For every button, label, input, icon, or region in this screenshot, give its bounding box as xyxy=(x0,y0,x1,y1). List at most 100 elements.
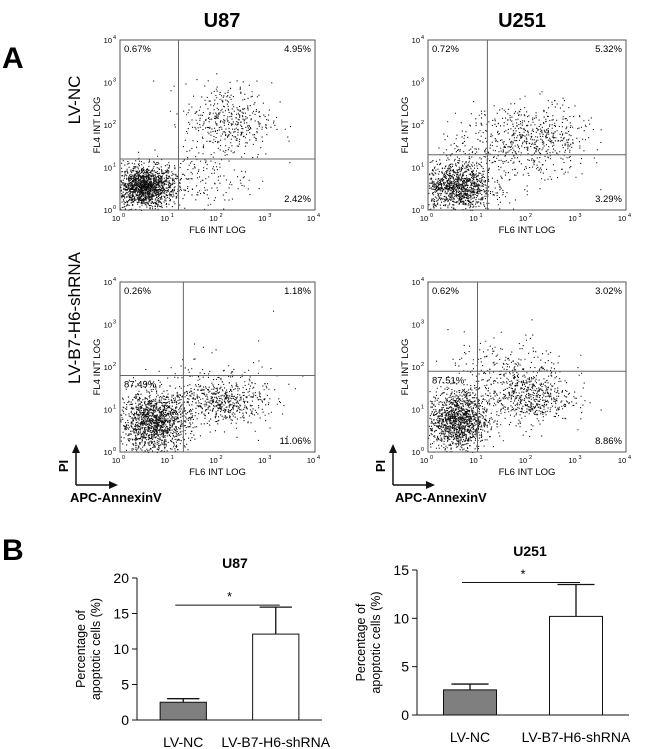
pi-arrow-head xyxy=(389,444,397,453)
annexin-arrow-head xyxy=(109,481,118,489)
y-tick-exponent: 3 xyxy=(421,320,424,326)
quadrant-lower-left: 90.67% xyxy=(432,182,465,193)
x-tick-label: 10 xyxy=(209,456,217,465)
annexin-label: APC-AnnexinV xyxy=(70,490,162,505)
x-tick-exponent: 1 xyxy=(171,455,174,461)
quadrant-upper-right: 1.18% xyxy=(284,286,311,297)
y-tick-label: 5 xyxy=(401,659,409,675)
quadrant-lower-right: 8.86% xyxy=(595,436,622,447)
bar-lv-b7-h6-shrna xyxy=(549,615,603,716)
quadrant-upper-left: 0.62% xyxy=(432,286,459,297)
x-tick-label: 10 xyxy=(307,214,315,223)
y-tick-exponent: 2 xyxy=(113,362,116,368)
y-tick-label: 10 xyxy=(104,164,112,173)
x-tick-label: 10 xyxy=(420,456,428,465)
y-tick-label: 10 xyxy=(412,406,420,415)
scatter-points xyxy=(428,91,602,211)
plot-frame xyxy=(427,281,627,453)
x-tick-label: 10 xyxy=(209,214,217,223)
x-axis-label: FL6 INT LOG xyxy=(189,467,246,478)
quadrant-upper-right: 4.95% xyxy=(284,44,311,55)
x-axis-label: FL6 INT LOG xyxy=(499,225,556,236)
pi-arrow-head xyxy=(72,444,80,453)
quadrant-upper-left: 0.26% xyxy=(124,286,151,297)
y-tick-exponent: 1 xyxy=(113,163,116,169)
y-axis-label: apoptotic cells (%) xyxy=(89,598,103,700)
x-tick-label: 10 xyxy=(568,456,576,465)
x-tick-exponent: 2 xyxy=(220,455,223,461)
y-tick-exponent: 3 xyxy=(113,78,116,84)
scatter-dots xyxy=(120,310,304,454)
bar-chart-u251: U251 0 5 10 15 Percentage of apoptotic cells (… xyxy=(354,543,631,745)
significance-marker: * xyxy=(520,567,525,582)
bar-lv-b7-h6-shrna xyxy=(252,633,300,721)
y-tick-label: 10 xyxy=(104,448,112,457)
pi-label: PI xyxy=(56,460,71,472)
y-tick-exponent: 4 xyxy=(113,277,116,283)
x-tick-exponent: 3 xyxy=(579,455,582,461)
quadrant-lower-left: 87.49% xyxy=(124,380,157,391)
plot-frame xyxy=(119,39,316,211)
y-tick-exponent: 0 xyxy=(113,205,116,211)
quadrant-lower-left: 91.96% xyxy=(124,182,157,193)
x-tick-exponent: 3 xyxy=(268,213,271,219)
y-tick-label: 10 xyxy=(412,164,420,173)
bar-lv-nc xyxy=(159,701,207,721)
x-tick-exponent: 4 xyxy=(317,213,320,219)
bar-lv-nc xyxy=(443,689,497,716)
y-tick-exponent: 2 xyxy=(421,362,424,368)
y-axis-label: FL4 INT LOG xyxy=(400,97,411,154)
x-tick-label: 10 xyxy=(258,456,266,465)
column-title-u87: U87 xyxy=(204,10,241,32)
x-tick-exponent: 1 xyxy=(171,213,174,219)
quadrant-lower-right: 11.06% xyxy=(279,436,311,447)
x-tick-label: 10 xyxy=(469,214,477,223)
x-tick-label: 10 xyxy=(519,214,527,223)
scatter-dots xyxy=(120,73,291,211)
y-tick-label: 15 xyxy=(393,562,409,578)
scatter-points xyxy=(428,319,602,453)
y-axis-label: apoptotic cells (%) xyxy=(369,591,383,693)
axis-legend-right: PI APC-AnnexinV xyxy=(373,444,487,505)
y-tick-exponent: 2 xyxy=(113,120,116,126)
quadrant-lower-left: 87.51% xyxy=(432,375,465,386)
x-tick-exponent: 1 xyxy=(480,455,483,461)
x-tick-label: LV-B7-H6-shRNA xyxy=(221,734,330,749)
y-tick-exponent: 1 xyxy=(421,163,424,169)
y-tick-exponent: 3 xyxy=(421,78,424,84)
y-tick-label: 10 xyxy=(412,79,420,88)
quadrant-upper-left: 0.72% xyxy=(432,44,459,55)
x-tick-exponent: 3 xyxy=(579,213,582,219)
y-tick-label: 0 xyxy=(401,707,409,723)
y-tick-label: 10 xyxy=(104,363,112,372)
x-tick-exponent: 4 xyxy=(317,455,320,461)
scatter-points xyxy=(120,310,304,454)
x-tick-exponent: 2 xyxy=(529,213,532,219)
pi-label: PI xyxy=(373,460,388,472)
axis-legend-left: PI APC-AnnexinV xyxy=(56,444,162,505)
quadrant-upper-right: 5.32% xyxy=(595,44,622,55)
y-tick-label: 10 xyxy=(104,321,112,330)
y-tick-exponent: 1 xyxy=(421,405,424,411)
y-axis-label: FL4 INT LOG xyxy=(92,97,103,154)
x-tick-label: 10 xyxy=(618,456,626,465)
y-tick-exponent: 0 xyxy=(113,447,116,453)
panel-label-b: B xyxy=(2,534,24,567)
column-title-u251: U251 xyxy=(498,10,546,32)
y-tick-exponent: 4 xyxy=(113,35,116,41)
y-tick-label: 10 xyxy=(104,206,112,215)
scatter-dots xyxy=(428,319,602,453)
y-tick-label: 10 xyxy=(412,321,420,330)
row-label-lv-b7-h6-shrna: LV-B7-H6-shRNA xyxy=(65,251,84,384)
significance-marker: * xyxy=(227,589,232,604)
bar-chart-u87: U87 0 5 10 15 20 Percentage of apoptotic cells … xyxy=(74,555,331,749)
y-tick-label: 15 xyxy=(113,606,129,622)
x-tick-exponent: 0 xyxy=(430,455,433,461)
plot-frame xyxy=(119,281,316,453)
x-tick-exponent: 1 xyxy=(480,213,483,219)
x-tick-label: 10 xyxy=(469,456,477,465)
